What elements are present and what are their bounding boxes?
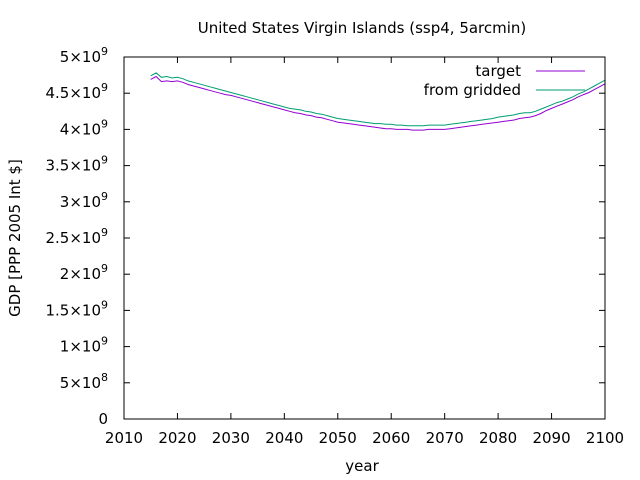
y-tick-mantissa: 3.5×10 [45,157,101,175]
y-tick-label: 1×109 [60,335,108,356]
legend-label: from gridded [424,81,521,99]
y-axis-label: GDP [PPP 2005 Int $] [6,159,24,317]
axis-ticks: 2010 2020 2030 2040 2050 2060 2070 2080 2090 2100… [45,45,624,447]
y-tick-mantissa: 1.5×10 [45,301,101,319]
y-tick-mantissa: 4.5×10 [45,84,101,102]
x-tick-label: 2030 [212,429,250,447]
y-tick-exponent: 9 [101,298,108,311]
y-tick-label: 5×109 [60,45,108,66]
x-tick-label: 2040 [265,429,303,447]
y-tick-label: 3.5×109 [45,154,108,175]
y-tick-mantissa: 2.5×10 [45,229,101,247]
y-tick-label: 3×109 [60,190,108,211]
x-tick-label: 2100 [586,429,624,447]
y-tick-mantissa: 0 [98,410,108,428]
y-tick-mantissa: 5×10 [60,374,101,392]
y-tick-mantissa: 4×10 [60,120,101,138]
series-line-target [150,75,606,131]
series-lines [150,72,606,131]
y-tick-exponent: 9 [101,226,108,239]
legend-label: target [475,62,521,80]
y-tick-label: 2×109 [60,262,108,283]
y-tick-label: 4×109 [60,117,108,138]
y-tick-exponent: 9 [101,81,108,94]
y-tick-exponent: 8 [101,371,108,384]
y-tick-mantissa: 1×10 [60,338,101,356]
y-tick-label: 2.5×109 [45,226,108,247]
x-tick-label: 2010 [105,429,143,447]
y-tick-mantissa: 3×10 [60,193,101,211]
y-tick-label: 4.5×109 [45,81,108,102]
y-tick-exponent: 9 [101,190,108,203]
y-tick-label: 1.5×109 [45,298,108,319]
x-tick-label: 2050 [319,429,357,447]
x-tick-label: 2080 [479,429,517,447]
y-tick-label: 0 [98,410,108,428]
y-tick-mantissa: 2×10 [60,265,101,283]
y-tick-exponent: 9 [101,262,108,275]
y-tick-exponent: 9 [101,45,108,58]
y-tick-label: 5×108 [60,371,108,392]
y-tick-exponent: 9 [101,335,108,348]
y-tick-mantissa: 5×10 [60,48,101,66]
x-tick-label: 2020 [158,429,196,447]
x-axis-label: year [345,457,379,475]
x-tick-label: 2060 [372,429,410,447]
chart-title: United States Virgin Islands (ssp4, 5arc… [198,19,527,37]
y-tick-exponent: 9 [101,154,108,167]
y-tick-exponent: 9 [101,117,108,130]
x-tick-label: 2090 [532,429,570,447]
plot-frame [123,56,606,420]
series-line-from-gridded [150,72,606,127]
x-tick-label: 2070 [426,429,464,447]
